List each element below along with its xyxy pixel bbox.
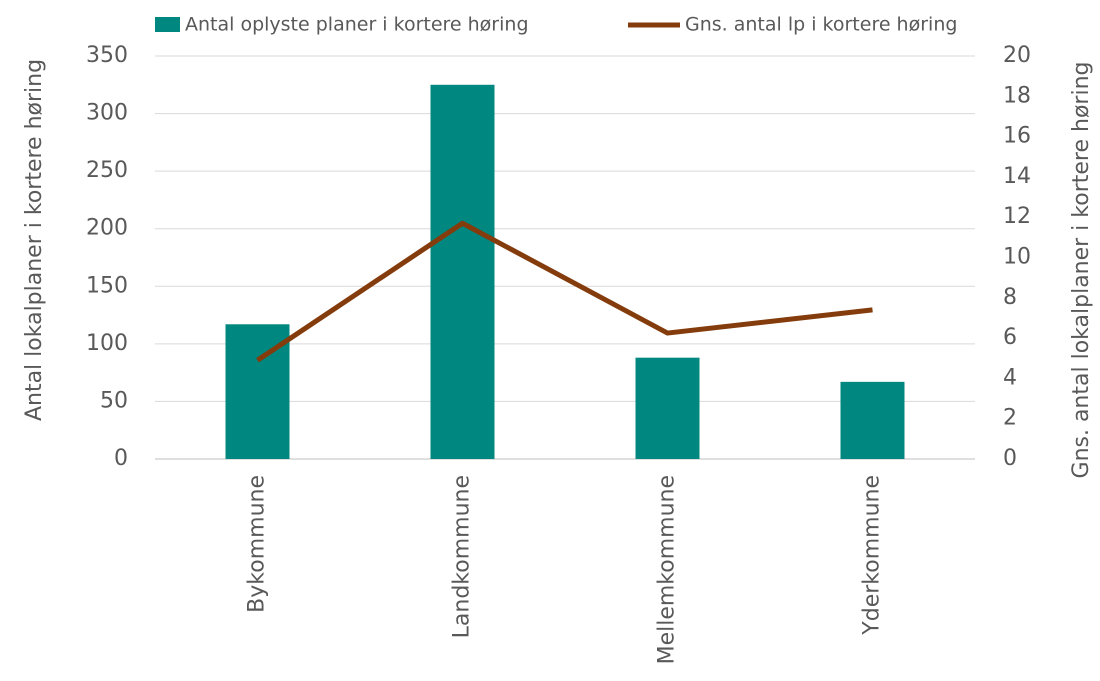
bar [635, 357, 700, 459]
y-tick-label: 250 [86, 158, 128, 183]
bar [430, 84, 495, 460]
legend-swatch [155, 17, 180, 32]
x-tick-label: Yderkommune [860, 475, 885, 636]
y2-tick-label: 16 [1003, 124, 1031, 149]
legend-label: Gns. antal lp i kortere høring [685, 14, 957, 36]
y-tick-label: 0 [114, 446, 128, 471]
y2-tick-label: 20 [1003, 43, 1031, 68]
y-tick-label: 350 [86, 43, 128, 68]
y2-tick-label: 14 [1003, 164, 1031, 189]
y-tick-label: 300 [86, 101, 128, 126]
y2-tick-label: 12 [1003, 204, 1031, 229]
legend-label: Antal oplyste planer i kortere høring [185, 14, 529, 36]
y-tick-label: 200 [86, 216, 128, 241]
y2-tick-label: 18 [1003, 83, 1031, 108]
y2-tick-label: 2 [1003, 406, 1017, 431]
y2-tick-label: 4 [1003, 365, 1017, 390]
y-tick-label: 150 [86, 273, 128, 298]
y2-tick-label: 10 [1003, 245, 1031, 270]
y-axis-label: Antal lokalplaner i kortere høring [22, 59, 47, 421]
line [256, 220, 873, 363]
x-tick-label: Bykommune [245, 475, 270, 613]
y2-tick-label: 6 [1003, 325, 1017, 350]
y-tick-label: 50 [100, 388, 128, 413]
y-tick-label: 100 [86, 331, 128, 356]
y2-tick-label: 8 [1003, 285, 1017, 310]
y2-axis-label: Gns. antal lokalplaner i kortere høring [1069, 62, 1094, 479]
y2-tick-label: 0 [1003, 446, 1017, 471]
x-tick-label: Mellemkommune [655, 475, 680, 664]
bar [840, 381, 905, 459]
x-tick-label: Landkommune [450, 475, 475, 638]
